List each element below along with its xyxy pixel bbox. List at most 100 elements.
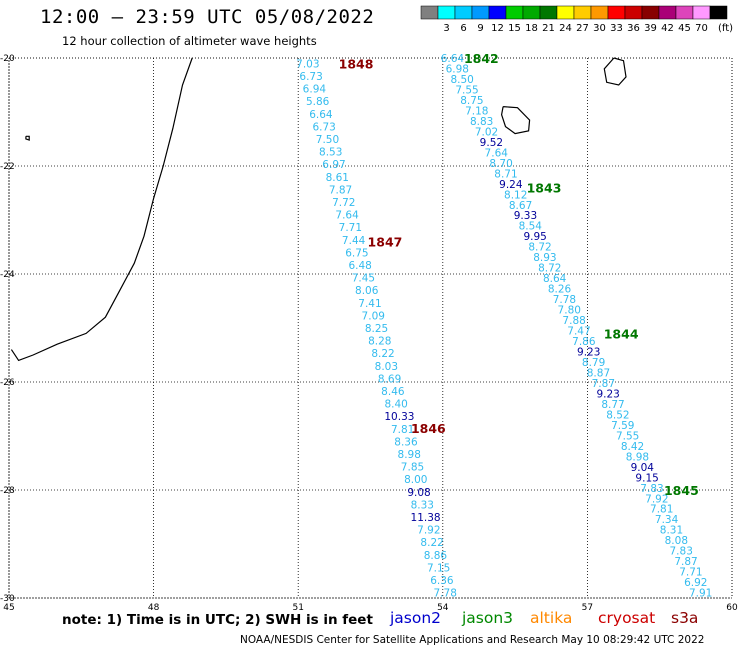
colorbar-tick-label: 9 <box>477 23 483 34</box>
wave-height-value: 8.54 <box>519 221 543 233</box>
wave-height-value: 7.64 <box>335 210 359 222</box>
longitude-tick-label: 57 <box>582 603 593 613</box>
wave-height-value: 8.70 <box>489 158 512 170</box>
coastlines <box>10 57 627 362</box>
colorbar-swatch <box>607 5 626 20</box>
colorbar-tick-label: 36 <box>627 23 640 34</box>
colorbar-swatch <box>709 5 728 20</box>
satellite-legend-jason3: jason3 <box>462 609 514 627</box>
colorbar-tick-label: 24 <box>559 23 572 34</box>
colorbar-tick-label: 33 <box>610 23 623 34</box>
wave-height-value: 6.98 <box>446 63 469 75</box>
wave-height-value: 7.85 <box>401 462 424 474</box>
wave-height-value: 8.00 <box>404 474 427 486</box>
wave-height-value: 7.78 <box>434 588 457 600</box>
pass-number-label: 1843 <box>527 181 562 196</box>
satellite-legend-s3a: s3a <box>671 609 699 627</box>
wave-height-value: 8.25 <box>365 323 388 335</box>
wave-height-value: 7.92 <box>417 525 440 537</box>
wave-height-value: 8.75 <box>460 95 483 107</box>
colorbar-unit-label: (ft) <box>718 23 733 34</box>
wave-height-value: 8.71 <box>494 168 517 180</box>
colorbar-legend: 3 6 9 12 15 18 21 24 27 30 33 36 39 42 45 70 (ft) <box>420 5 733 34</box>
colorbar-tick-label: 39 <box>644 23 657 34</box>
wave-height-value: 6.64 <box>441 53 465 65</box>
wave-height-value: 8.22 <box>420 537 443 549</box>
lat-lon-grid <box>8 57 733 599</box>
wave-height-value: 6.73 <box>312 121 335 133</box>
satellite-legend-jason2: jason2 <box>390 609 442 627</box>
wave-height-value: 7.86 <box>572 336 596 348</box>
wave-height-value: 8.08 <box>665 535 688 547</box>
wave-height-value: 6.36 <box>430 575 454 587</box>
wave-height-value: 7.18 <box>465 105 488 117</box>
wave-height-value: 9.33 <box>514 210 537 222</box>
pass-number-label: 1846 <box>411 421 446 436</box>
wave-height-value: 9.04 <box>631 462 655 474</box>
wave-height-value: 8.28 <box>368 336 391 348</box>
wave-height-value: 8.46 <box>381 386 405 398</box>
wave-height-value: 7.15 <box>427 562 450 574</box>
wave-height-value: 6.48 <box>348 260 371 272</box>
wave-height-value: 7.45 <box>352 273 375 285</box>
wave-height-value: 8.31 <box>660 525 683 537</box>
wave-height-value: 7.83 <box>640 483 663 495</box>
colorbar-swatch <box>675 5 694 20</box>
wave-height-value: 7.81 <box>650 504 673 516</box>
wave-height-value: 7.87 <box>674 556 697 568</box>
reunion-island <box>500 106 531 135</box>
colorbar-swatch <box>488 5 507 20</box>
wave-height-value: 7.72 <box>332 197 355 209</box>
wave-height-value: 8.03 <box>375 361 398 373</box>
pass-number-label: 1845 <box>664 483 699 498</box>
wave-height-value: 9.15 <box>635 472 658 484</box>
wave-height-value: 8.26 <box>548 284 572 296</box>
wave-height-value: 6.92 <box>684 577 707 589</box>
latitude-tick-label: -20 <box>0 54 15 64</box>
wave-height-value: 7.88 <box>562 315 585 327</box>
wave-height-value: 7.50 <box>316 134 339 146</box>
pass-number-label: 1847 <box>368 235 403 250</box>
footer-note: note: 1) Time is in UTC; 2) SWH is in fe… <box>62 612 373 628</box>
wave-height-value: 8.98 <box>626 451 649 463</box>
longitude-tick-label: 54 <box>437 603 449 613</box>
pass-number-label: 1848 <box>339 56 374 71</box>
footer-credit: NOAA/NESDIS Center for Satellite Applica… <box>240 634 705 646</box>
wave-height-value: 8.40 <box>384 399 407 411</box>
wave-height-value: 7.59 <box>611 420 634 432</box>
latitude-tick-label: -30 <box>0 594 15 604</box>
wave-height-value: 8.69 <box>378 373 401 385</box>
colorbar-tick-label: 42 <box>661 23 674 34</box>
colorbar-swatch <box>471 5 490 20</box>
wave-height-value: 9.08 <box>407 487 430 499</box>
wave-height-value: 8.79 <box>582 357 605 369</box>
wave-height-value: 5.86 <box>306 96 330 108</box>
colorbar-swatch <box>624 5 643 20</box>
wave-height-value: 7.83 <box>670 546 693 558</box>
wave-height-value: 7.44 <box>342 235 366 247</box>
wave-height-value: 6.75 <box>345 247 368 259</box>
latitude-tick-label: -28 <box>0 486 15 496</box>
wave-height-value: 7.34 <box>655 514 679 526</box>
wave-height-value: 7.55 <box>455 84 478 96</box>
wave-height-value: 8.77 <box>601 399 624 411</box>
colorbar-tick-label: 30 <box>593 23 606 34</box>
wave-height-value: 7.71 <box>679 567 702 579</box>
wave-height-value: 8.72 <box>538 263 561 275</box>
colorbar-tick-label: 21 <box>542 23 555 34</box>
colorbar-swatch <box>505 5 524 20</box>
colorbar-swatch <box>641 5 660 20</box>
colorbar-tick-label: 70 <box>695 23 708 34</box>
map-title: 12:00 – 23:59 UTC 05/08/2022 <box>40 6 375 28</box>
wave-height-value: 8.36 <box>394 436 418 448</box>
wave-height-value: 9.95 <box>523 231 546 243</box>
wave-height-value: 7.64 <box>485 147 509 159</box>
colorbar-tick-label: 12 <box>491 23 504 34</box>
wave-height-value: 8.83 <box>470 116 493 128</box>
axis-tick-labels: 45 48 51 54 57 60 -20 -22 -24 -26 -28 -30 <box>0 54 738 613</box>
wave-height-value: 10.33 <box>384 411 414 423</box>
colorbar-swatch <box>420 5 439 20</box>
pass-number-label: 1842 <box>464 51 499 66</box>
colorbar-tick-label: 6 <box>460 23 466 34</box>
